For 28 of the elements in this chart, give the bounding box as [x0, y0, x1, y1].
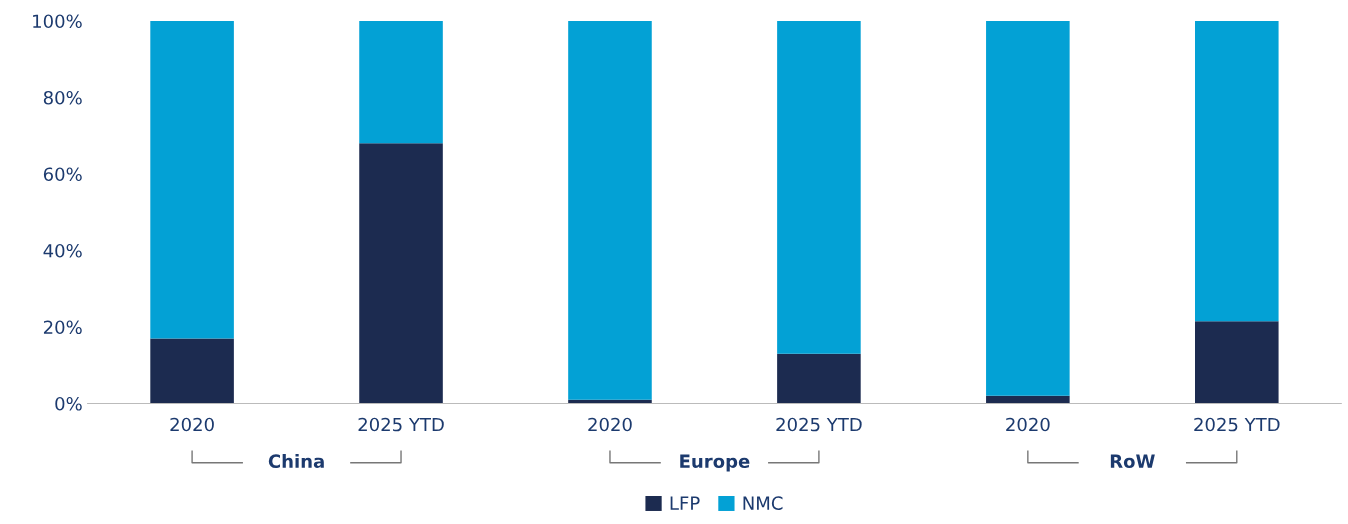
bar [986, 395, 1070, 404]
x-tick-label: 2025 YTD [358, 417, 444, 432]
x-tick-label: 2020 [170, 417, 214, 432]
x-tick-label: 2020 [588, 417, 632, 432]
x-tick-label: 2025 YTD [1194, 417, 1280, 432]
bar [568, 20, 652, 400]
y-tick-label: 40% [43, 243, 82, 258]
y-tick-label: 80% [43, 90, 82, 105]
bar [777, 353, 861, 404]
bar [986, 20, 1070, 396]
bar [777, 20, 861, 354]
y-tick-label: 20% [43, 320, 82, 335]
bar [359, 143, 443, 404]
x-tick-label: 2020 [1006, 417, 1050, 432]
bar [150, 338, 234, 404]
y-tick-label: 100% [33, 14, 82, 29]
text: RoW [1110, 454, 1155, 469]
x-tick-label: 2025 YTD [776, 417, 862, 432]
bar [150, 20, 234, 339]
text: Europe [680, 454, 750, 472]
legend-label: LFP [670, 496, 700, 510]
bar [1195, 20, 1279, 322]
bar [1195, 321, 1279, 404]
legend-label: NMC [743, 496, 783, 510]
text: China [268, 454, 324, 469]
bar [359, 20, 443, 144]
y-tick-label: 0% [55, 396, 82, 411]
y-tick-label: 60% [43, 167, 82, 182]
